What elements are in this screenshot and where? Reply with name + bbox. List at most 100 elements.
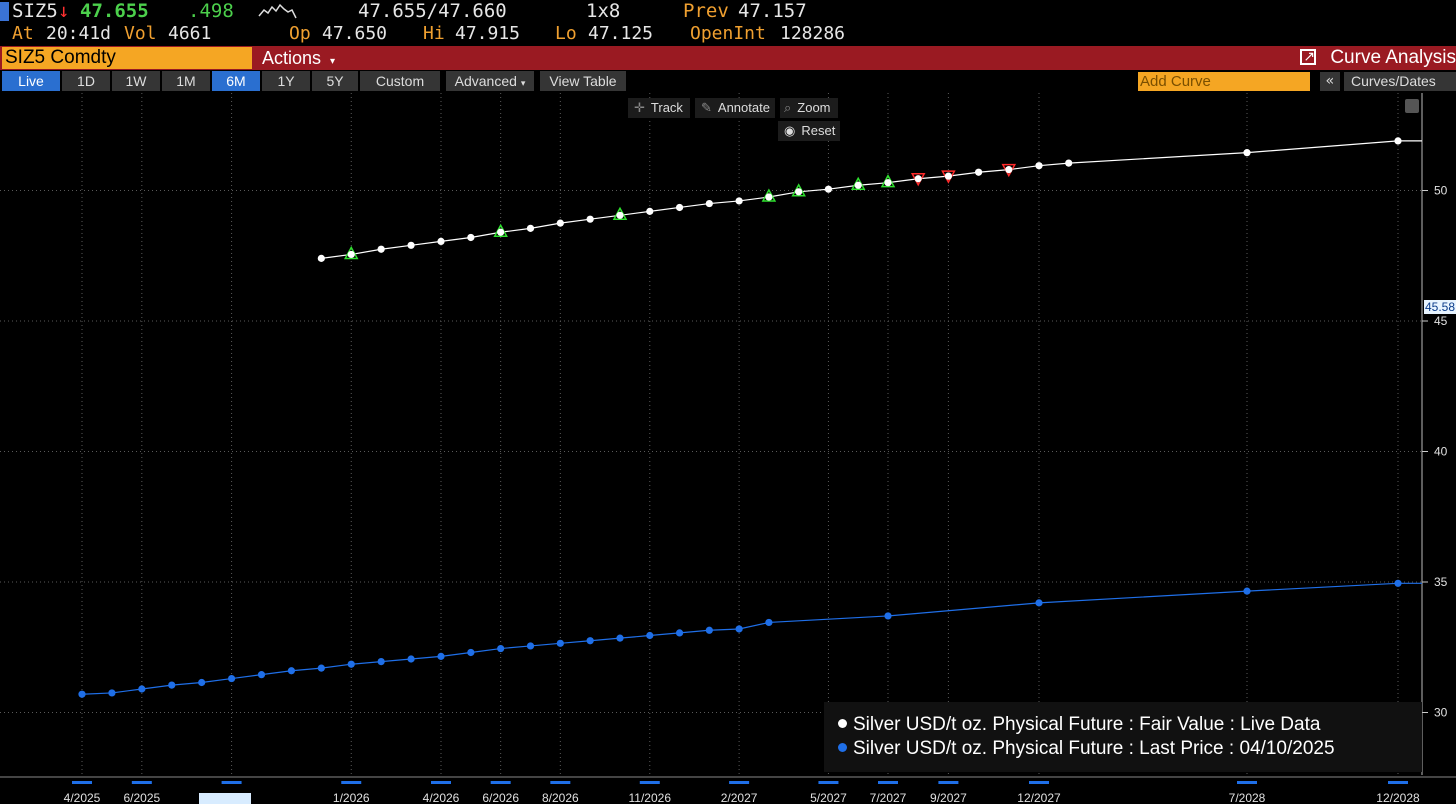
data-point [646,207,654,215]
data-point [705,199,713,208]
data-point [497,228,505,236]
quote-stats: At 20:41d Vol 4661 Op 47.650 Hi 47.915 L… [0,23,1456,45]
data-point [616,211,624,219]
security-field[interactable]: SIZ5 Comdty [2,47,252,69]
tab-live[interactable]: Live [2,71,60,91]
y-tick-label: 35 [1434,575,1448,589]
x-tick-label: 9/2027 [930,791,967,804]
ticker-marker [0,2,9,21]
data-point [1035,599,1043,607]
data-point [556,639,564,647]
range-strip-mark [341,781,362,784]
data-point [646,631,654,640]
tab-5y[interactable]: 5Y [312,71,358,91]
range-strip-mark [1029,781,1049,784]
collapse-chevron-icon[interactable]: « [1320,72,1340,91]
tab-1y[interactable]: 1Y [262,71,310,91]
data-point [616,634,624,642]
zoom-label: Zoom [797,100,831,115]
openint-value: 128286 [780,23,846,44]
data-point [975,168,983,176]
current-price-tag: 45.58 [1424,300,1456,314]
net-change: .498 [188,0,234,22]
external-link-icon[interactable] [1300,45,1317,67]
tab-1m[interactable]: 1M [162,71,210,91]
curve-chart[interactable]: 4/20256/20259/20251/20264/20266/20268/20… [0,93,1456,804]
vol-label: Vol [124,23,157,44]
range-strip-mark [221,781,242,784]
data-point [287,667,296,675]
x-tick-label: 11/2026 [629,791,672,804]
range-strip-mark [818,781,839,784]
range-strip-mark [729,781,750,784]
zoom-button[interactable]: ⌕ Zoom [780,98,838,118]
advanced-menu[interactable]: Advanced ▾ [446,71,534,91]
range-strip-mark [431,781,451,784]
data-point [705,626,713,634]
data-point [556,219,564,227]
data-point [884,179,892,187]
range-strip-mark [550,781,571,784]
high-value: 47.915 [455,23,521,44]
data-point [347,250,355,259]
annotate-button[interactable]: ✎ Annotate [695,98,775,118]
at-label: At [12,23,34,44]
advanced-label: Advanced [454,73,517,89]
x-tick-label: 12/2027 [1017,791,1061,804]
chart-settings-icon[interactable] [1405,99,1419,113]
chart-legend: Silver USD/t oz. Physical Future : Fair … [824,702,1422,772]
legend-item-last-price[interactable]: Silver USD/t oz. Physical Future : Last … [838,738,1335,760]
data-point [407,655,415,663]
legend-item-fair-value[interactable]: Silver USD/t oz. Physical Future : Fair … [838,714,1320,736]
ticker[interactable]: SIZ5 [12,0,58,22]
range-strip-mark [490,781,511,784]
track-button[interactable]: ✛ Track [628,98,690,118]
tab-1d[interactable]: 1D [62,71,110,91]
reset-button[interactable]: ◉ Reset [778,121,840,141]
y-tick-label: 40 [1434,445,1448,459]
data-point [675,203,684,212]
data-point [526,224,535,232]
prev-value: 47.157 [738,0,807,22]
data-point [437,237,445,245]
range-strip-mark [1237,781,1257,784]
last-price: 47.655 [80,0,149,22]
data-point [108,689,116,697]
data-point [1243,149,1251,157]
data-point [407,241,415,249]
data-point [497,644,505,653]
data-point [437,652,445,660]
x-tick-label: 1/2026 [333,791,370,804]
data-point [884,612,892,620]
volume: 4661 [168,23,212,44]
data-point [1394,579,1402,587]
tab-custom[interactable]: Custom [360,71,440,91]
data-point [765,193,773,201]
low-value: 47.125 [588,23,654,44]
curves-dates-button[interactable]: Curves/Dates [1344,72,1456,91]
view-table-button[interactable]: View Table [540,71,626,91]
prev-label: Prev [683,0,729,22]
data-point [317,254,325,262]
data-point [227,674,236,683]
y-tick-label: 30 [1434,706,1448,720]
x-tick-label: 7/2027 [870,791,907,804]
data-point [1394,137,1402,145]
data-point [944,172,953,180]
track-label: Track [650,100,683,115]
data-point [377,245,385,253]
tab-6m[interactable]: 6M [212,71,260,91]
function-title: Curve Analysis [1300,45,1456,69]
annotate-label: Annotate [717,100,770,115]
add-curve-input[interactable]: Add Curve [1138,72,1310,91]
tab-1w[interactable]: 1W [112,71,160,91]
legend-dot-icon [838,719,847,728]
data-point [1065,159,1073,167]
x-tick-label: 2/2027 [721,791,758,804]
y-tick-label: 50 [1434,184,1448,198]
reset-label: Reset [801,123,836,138]
actions-label: Actions [262,48,322,68]
data-point [735,625,743,633]
actions-menu[interactable]: Actions ▾ [256,47,341,69]
data-point [914,175,922,183]
